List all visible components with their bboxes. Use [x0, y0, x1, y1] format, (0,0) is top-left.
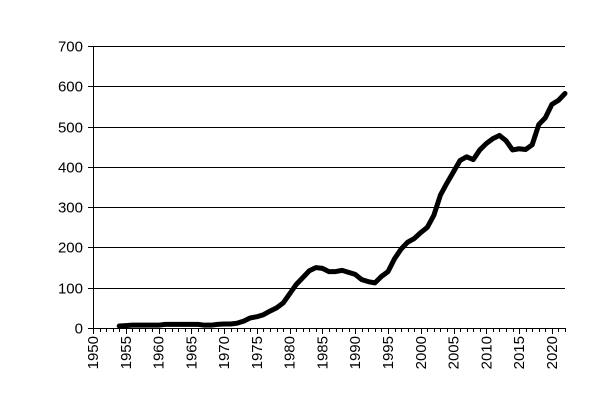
- y-axis-ticks: 0 100 200 300 400 500 600 700: [58, 39, 93, 338]
- y-tick-label-300: 300: [58, 200, 83, 217]
- x-tick-label-1985: 1985: [314, 336, 331, 369]
- y-tick-label-600: 600: [58, 79, 83, 96]
- x-tick-label-1950: 1950: [85, 336, 102, 369]
- axes: [93, 46, 565, 329]
- y-tick-label-700: 700: [58, 39, 83, 56]
- series: [116, 91, 568, 329]
- x-tick-label-2010: 2010: [478, 336, 495, 369]
- x-tick-label-1975: 1975: [249, 336, 266, 369]
- x-tick-label-2005: 2005: [446, 336, 463, 369]
- x-tick-label-2000: 2000: [413, 336, 430, 369]
- series-line: [116, 91, 568, 329]
- x-tick-label-1965: 1965: [183, 336, 200, 369]
- x-tick-label-2015: 2015: [511, 336, 528, 369]
- x-tick-label-1995: 1995: [380, 336, 397, 369]
- y-tick-label-200: 200: [58, 240, 83, 257]
- y-tick-label-100: 100: [58, 281, 83, 298]
- x-tick-label-1990: 1990: [347, 336, 364, 369]
- gridlines: [93, 46, 565, 289]
- x-tick-label-2020: 2020: [544, 336, 561, 369]
- y-tick-label-0: 0: [75, 321, 83, 338]
- x-tick-label-1960: 1960: [151, 336, 168, 369]
- x-tick-label-1970: 1970: [216, 336, 233, 369]
- x-tick-label-1980: 1980: [282, 336, 299, 369]
- y-tick-label-400: 400: [58, 160, 83, 177]
- y-tick-label-500: 500: [58, 120, 83, 137]
- x-axis-ticks: 1950 1955 1960 1965 1970 1975 1980 1985 1990 1995…: [85, 328, 566, 369]
- x-tick-label-1955: 1955: [118, 336, 135, 369]
